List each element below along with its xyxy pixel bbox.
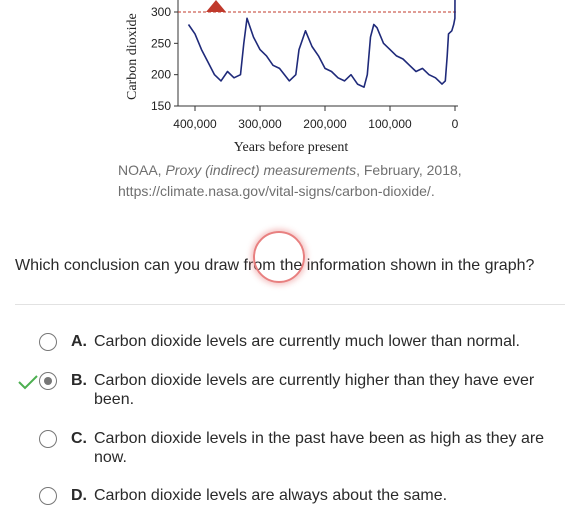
option-letter: D. [71, 487, 87, 504]
y-axis-label: Carbon dioxide [125, 13, 140, 100]
option-letter: B. [71, 372, 87, 389]
chart-caption: NOAA, Proxy (indirect) measurements, Feb… [118, 160, 558, 202]
radio-button[interactable] [39, 333, 57, 351]
y-tick-label: 200 [151, 68, 171, 82]
caption-date: , February, 2018, [356, 162, 462, 178]
x-tick-label: 100,000 [368, 117, 412, 131]
option-letter: A. [71, 333, 87, 350]
y-tick-label: 250 [151, 36, 171, 50]
radio-button[interactable] [39, 430, 57, 448]
caption-url: https://climate.nasa.gov/vital-signs/car… [118, 183, 435, 199]
y-tick-label: 300 [151, 5, 171, 19]
option-letter: C. [71, 430, 87, 447]
option-text: Carbon dioxide levels are always about t… [94, 487, 448, 504]
x-tick-label: 200,000 [303, 117, 347, 131]
y-tick-label: 150 [151, 99, 171, 113]
caption-title: Proxy (indirect) measurements [165, 162, 357, 178]
co2-data-line [187, 0, 456, 88]
option-text: Carbon dioxide levels are currently high… [94, 372, 535, 408]
co2-chart: Carbon dioxide 300 250 200 150 400,000 300,0… [125, 0, 459, 155]
x-axis-label: Years before present [234, 140, 349, 155]
checkmark-icon [18, 375, 38, 390]
caption-source: NOAA, [118, 162, 166, 178]
cursor-highlight-ring [253, 231, 305, 283]
option-text: Carbon dioxide levels in the past have b… [94, 430, 545, 466]
radio-button-selected[interactable] [39, 372, 57, 390]
radio-button[interactable] [39, 487, 57, 505]
x-tick-label: 300,000 [238, 117, 282, 131]
divider [15, 304, 565, 305]
red-marker-shape [206, 0, 226, 12]
x-tick-label: 400,000 [173, 117, 217, 131]
x-tick-label: 0 [452, 117, 459, 131]
option-text: Carbon dioxide levels are currently much… [94, 333, 520, 350]
